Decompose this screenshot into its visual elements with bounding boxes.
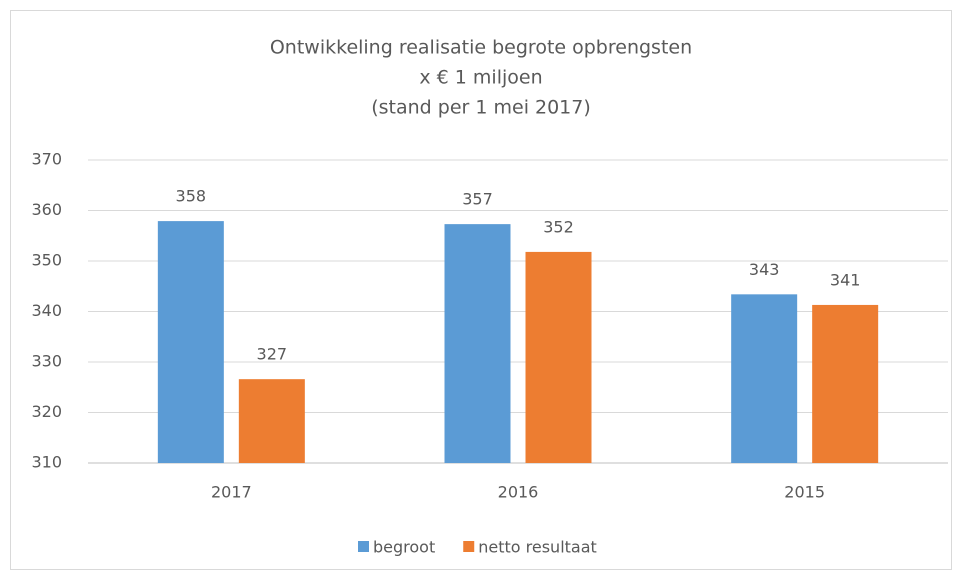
- legend-label: begroot: [373, 538, 435, 557]
- chart-subtitle: x € 1 miljoen: [419, 67, 542, 89]
- data-label: 343: [749, 260, 780, 279]
- y-tick-label: 330: [31, 352, 62, 371]
- data-label: 327: [257, 345, 288, 364]
- y-tick-label: 320: [31, 402, 62, 421]
- y-tick-label: 370: [31, 150, 62, 169]
- data-label: 357: [462, 190, 493, 209]
- y-tick-label: 340: [31, 301, 62, 320]
- bar: [812, 304, 879, 463]
- x-tick-label: 2017: [211, 483, 252, 502]
- y-tick-label: 310: [31, 453, 62, 472]
- chart-title: Ontwikkeling realisatie begrote opbrengs…: [270, 37, 692, 59]
- bar: [525, 251, 592, 463]
- bar: [157, 221, 224, 463]
- x-tick-label: 2016: [498, 483, 539, 502]
- data-label: 341: [830, 270, 861, 289]
- y-tick-label: 360: [31, 200, 62, 219]
- x-tick-label: 2015: [784, 483, 825, 502]
- chart-subtitle: (stand per 1 mei 2017): [371, 97, 591, 119]
- legend-label: netto resultaat: [478, 538, 597, 557]
- legend-swatch: [463, 541, 475, 552]
- bar: [731, 294, 798, 463]
- y-tick-label: 350: [31, 251, 62, 270]
- bar: [238, 379, 305, 463]
- bar: [444, 224, 511, 463]
- data-label: 358: [176, 187, 207, 206]
- legend-swatch: [358, 541, 369, 552]
- data-label: 352: [543, 217, 574, 236]
